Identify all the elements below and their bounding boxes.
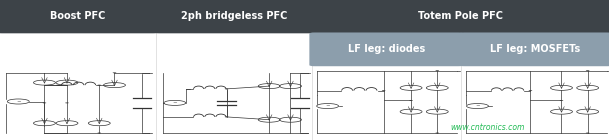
Circle shape <box>382 90 385 91</box>
Text: ~: ~ <box>475 104 480 108</box>
Circle shape <box>409 100 413 101</box>
Text: ~: ~ <box>172 100 177 105</box>
Circle shape <box>113 72 116 73</box>
FancyBboxPatch shape <box>309 32 463 66</box>
Circle shape <box>56 85 60 86</box>
Text: Totem Pole PFC: Totem Pole PFC <box>418 11 503 21</box>
Text: www.cntronics.com: www.cntronics.com <box>450 123 524 132</box>
FancyBboxPatch shape <box>0 0 158 33</box>
Text: ~: ~ <box>16 99 21 104</box>
Text: Boost PFC: Boost PFC <box>50 11 105 21</box>
Circle shape <box>97 85 101 86</box>
Circle shape <box>225 88 228 89</box>
Circle shape <box>65 102 69 103</box>
Circle shape <box>225 116 228 117</box>
Text: 2ph bridgeless PFC: 2ph bridgeless PFC <box>181 11 287 21</box>
FancyBboxPatch shape <box>154 0 314 33</box>
Circle shape <box>529 90 532 91</box>
Circle shape <box>560 100 563 101</box>
Circle shape <box>435 70 439 71</box>
Text: LF leg: MOSFETs: LF leg: MOSFETs <box>490 44 581 54</box>
Circle shape <box>586 70 590 71</box>
FancyBboxPatch shape <box>309 0 609 33</box>
Circle shape <box>43 102 46 103</box>
Text: LF leg: diodes: LF leg: diodes <box>348 44 425 54</box>
Text: ~: ~ <box>325 104 330 108</box>
FancyBboxPatch shape <box>459 32 609 66</box>
